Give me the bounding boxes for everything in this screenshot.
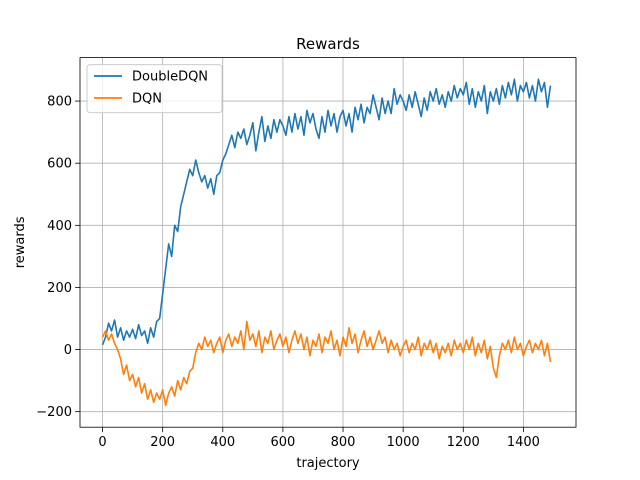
x-tick-label: 0: [98, 435, 106, 450]
x-tick-label: 1200: [447, 435, 480, 450]
y-tick-label: 200: [47, 281, 72, 296]
y-tick-label: 0: [64, 343, 72, 358]
series-line-doubledqn: [101, 78, 552, 346]
x-tick-label: 1400: [507, 435, 540, 450]
series-line-dqn: [101, 320, 552, 407]
x-tick-label: 800: [331, 435, 356, 450]
legend-label-doubledqn: DoubleDQN: [132, 70, 208, 85]
series-lines: [101, 78, 552, 407]
y-tick-label: 600: [47, 157, 72, 172]
y-tick-label: 800: [47, 95, 72, 110]
legend: DoubleDQN DQN: [86, 64, 223, 114]
x-tick-label: 200: [150, 435, 175, 450]
grid: [80, 57, 576, 428]
legend-label-dqn: DQN: [132, 92, 162, 107]
x-tick-label: 600: [270, 435, 295, 450]
y-tick-label: −200: [36, 405, 72, 420]
y-axis-label: rewards: [13, 216, 28, 268]
x-axis-label: trajectory: [296, 456, 360, 471]
y-tick-label: 400: [47, 219, 72, 234]
chart-title: Rewards: [296, 35, 360, 53]
x-tick-label: 1000: [387, 435, 420, 450]
x-axis-ticks: 0 200 400 600 800 1000 1200 1400: [98, 427, 540, 450]
x-tick-label: 400: [210, 435, 235, 450]
y-axis-ticks: −200 0 200 400 600 800: [36, 95, 80, 420]
plot-frame: [79, 57, 577, 428]
